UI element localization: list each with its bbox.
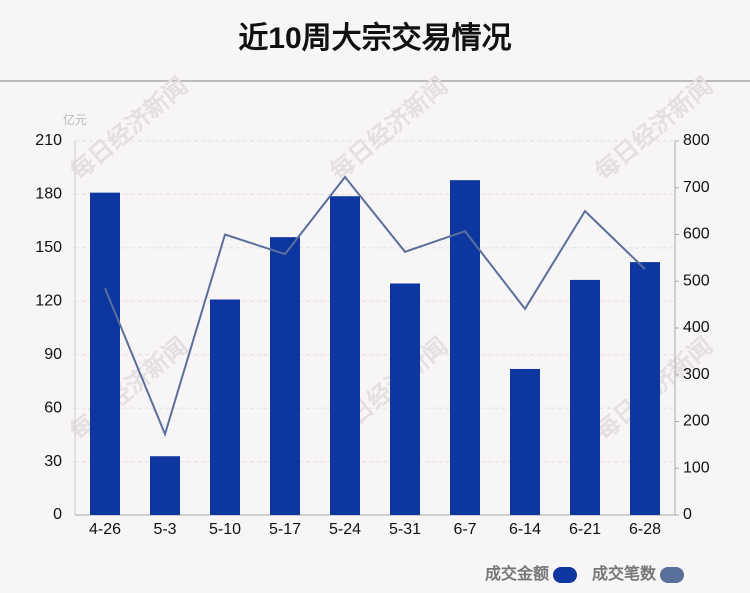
y-tick-label: 90 <box>44 346 62 363</box>
chart-title: 近10周大宗交易情况 <box>238 21 511 55</box>
bar <box>630 262 660 515</box>
x-tick-label: 5-10 <box>209 521 241 538</box>
x-tick-label: 5-24 <box>329 521 361 538</box>
y-tick-label: 180 <box>35 186 62 203</box>
legend-label: 成交金额 <box>485 564 549 583</box>
bar <box>270 237 300 515</box>
y2-tick-label: 400 <box>683 319 710 336</box>
bar <box>150 456 180 515</box>
y2-tick-label: 100 <box>683 459 710 476</box>
bar <box>90 192 120 515</box>
y-tick-label: 30 <box>44 453 62 470</box>
bar <box>330 196 360 515</box>
y2-tick-label: 300 <box>683 366 710 383</box>
x-tick-label: 6-28 <box>629 521 661 538</box>
legend-swatch <box>660 567 684 583</box>
y-tick-label: 0 <box>53 506 62 523</box>
x-tick-label: 6-7 <box>453 521 476 538</box>
bar <box>570 279 600 515</box>
y-tick-label: 150 <box>35 239 62 256</box>
x-tick-label: 5-17 <box>269 521 301 538</box>
x-tick-label: 6-21 <box>569 521 601 538</box>
bar <box>210 299 240 515</box>
y2-tick-label: 500 <box>683 272 710 289</box>
y-tick-label: 60 <box>44 399 62 416</box>
y-tick-label: 120 <box>35 293 62 310</box>
bar <box>510 368 540 515</box>
y2-tick-label: 0 <box>683 506 692 523</box>
y-axis-unit: 亿元 <box>63 112 87 127</box>
x-tick-label: 4-26 <box>89 521 121 538</box>
x-tick-label: 5-31 <box>389 521 421 538</box>
line <box>104 175 646 438</box>
legend-label: 成交笔数 <box>592 564 657 583</box>
y2-tick-label: 200 <box>683 413 710 430</box>
y2-tick-label: 700 <box>683 179 710 196</box>
y2-tick-label: 600 <box>683 226 710 243</box>
bar <box>450 180 480 515</box>
bar <box>390 283 420 515</box>
x-tick-label: 5-3 <box>153 521 176 538</box>
x-tick-label: 6-14 <box>509 521 541 538</box>
y2-tick-label: 800 <box>683 132 710 149</box>
legend-swatch <box>553 567 577 583</box>
y-tick-label: 210 <box>35 132 62 149</box>
